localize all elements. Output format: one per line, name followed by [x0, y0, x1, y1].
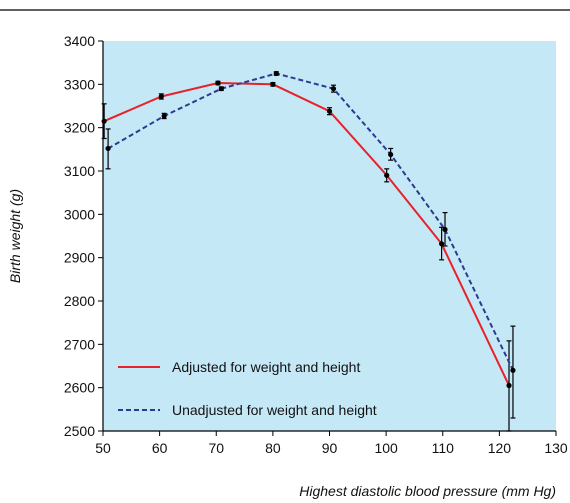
series-unadjusted — [105, 70, 516, 419]
x-tick-label: 50 — [95, 440, 111, 456]
legend-label: Adjusted for weight and height — [172, 359, 360, 375]
data-point — [101, 118, 107, 124]
legend: Adjusted for weight and height Unadjusted… — [118, 359, 377, 418]
data-point — [105, 145, 111, 152]
series-line — [103, 81, 510, 386]
data-point — [388, 151, 394, 158]
data-point — [273, 70, 279, 77]
data-point — [439, 241, 445, 247]
x-tick-label: 90 — [322, 440, 338, 456]
x-tick-label: 60 — [152, 440, 168, 456]
data-point — [326, 108, 333, 114]
y-tick-label: 2600 — [64, 380, 95, 396]
data-point — [330, 86, 337, 92]
data-point — [510, 367, 516, 373]
data-point — [270, 81, 276, 87]
y-tick-label: 3000 — [64, 206, 95, 222]
x-tick-label: 70 — [208, 440, 224, 456]
x-axis-title: Highest diastolic blood pressure (mm Hg) — [299, 483, 556, 499]
y-tick-label: 3400 — [64, 33, 95, 49]
data-point — [384, 172, 390, 178]
x-tick-label: 130 — [544, 440, 568, 456]
y-tick-label: 2700 — [64, 336, 95, 352]
x-tick-label: 80 — [265, 440, 281, 456]
plot-background — [103, 41, 556, 431]
y-tick-label: 2800 — [64, 293, 95, 309]
series-adjusted — [101, 80, 512, 432]
y-tick-label: 3200 — [64, 120, 95, 136]
series-line — [107, 72, 514, 371]
x-tick-label: 120 — [488, 440, 512, 456]
x-axis: 50 60 70 80 90 100 110 120 130 — [95, 430, 568, 456]
y-tick-label: 2500 — [64, 423, 95, 439]
data-point — [506, 382, 512, 389]
data-point — [158, 93, 164, 100]
x-tick-label: 100 — [374, 440, 398, 456]
data-point — [161, 113, 167, 119]
data-point — [442, 226, 448, 233]
data-point — [218, 86, 224, 92]
y-tick-label: 2900 — [64, 250, 95, 266]
y-tick-label: 3100 — [64, 163, 95, 179]
y-axis-title: Birth weight (g) — [7, 189, 23, 283]
y-tick-label: 3300 — [64, 76, 95, 92]
series-layer — [101, 70, 516, 432]
legend-label: Unadjusted for weight and height — [172, 402, 377, 418]
y-axis: 2500 2600 2700 2800 2900 3000 3100 3200 3300 3400 — [64, 33, 104, 439]
data-point — [215, 80, 221, 86]
x-tick-label: 110 — [432, 440, 455, 456]
